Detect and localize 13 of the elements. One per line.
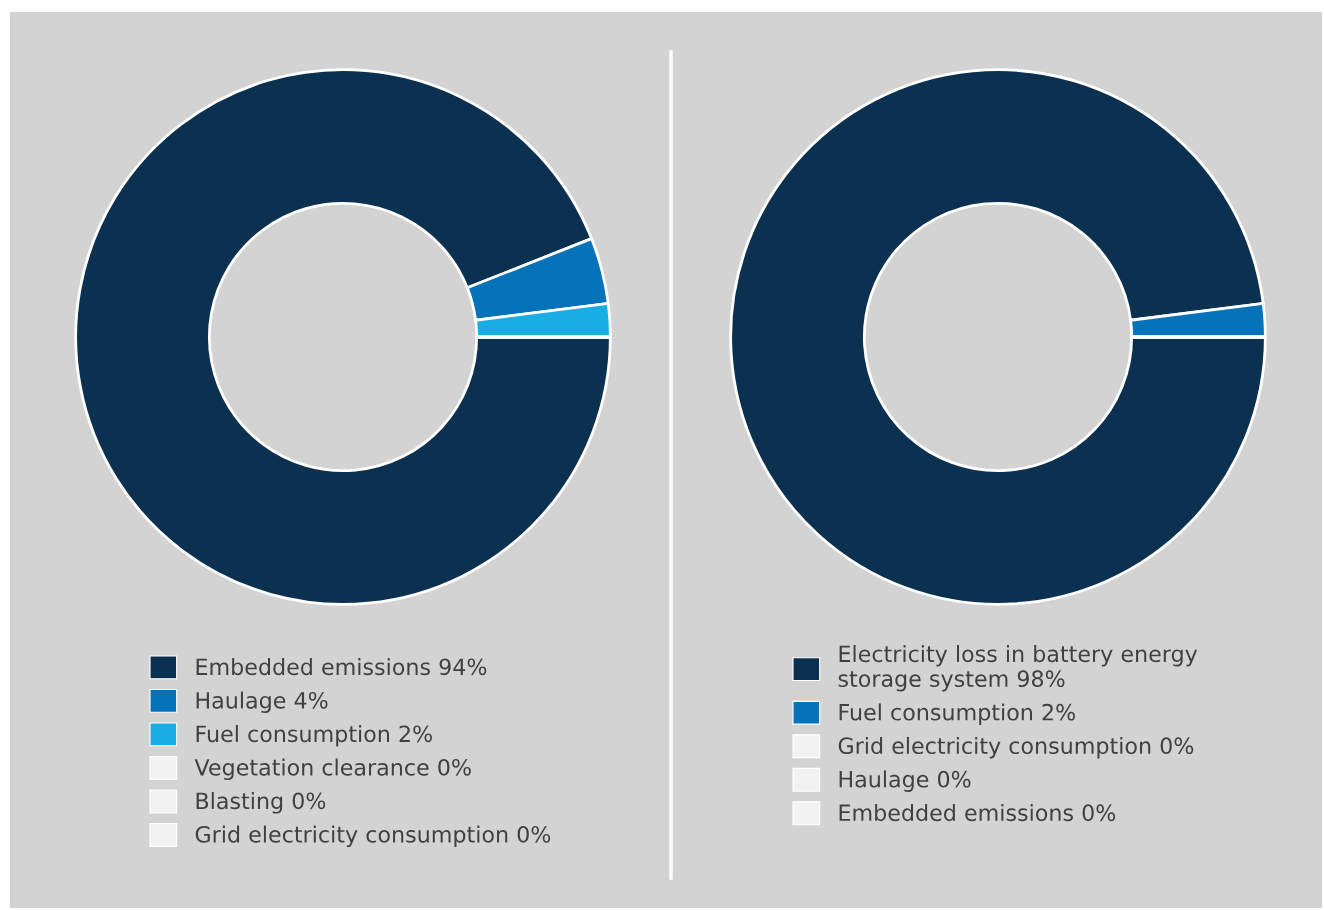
legend-label: Vegetation clearance 0% <box>194 758 471 781</box>
donut-slice <box>729 68 1267 606</box>
donut-slice <box>74 68 612 606</box>
legend-label: Blasting 0% <box>196 792 326 814</box>
legend-label: Grid electricity consumption 0% <box>838 736 1194 759</box>
legend-label: Embedded emissions 0% <box>839 803 1116 822</box>
legend-label: Fuel consumption 2% <box>196 725 432 747</box>
legend-label: Fuel consumption 2% <box>839 703 1075 725</box>
legend-label: Haulage 4% <box>196 691 328 714</box>
legend-label: Electricity loss in battery energy storage system 98% <box>838 645 1198 692</box>
legend-label: Grid electricity consumption 0% <box>195 825 551 848</box>
legend-label: Haulage 0% <box>839 770 971 792</box>
legend-label: Embedded emissions 94% <box>196 658 487 676</box>
